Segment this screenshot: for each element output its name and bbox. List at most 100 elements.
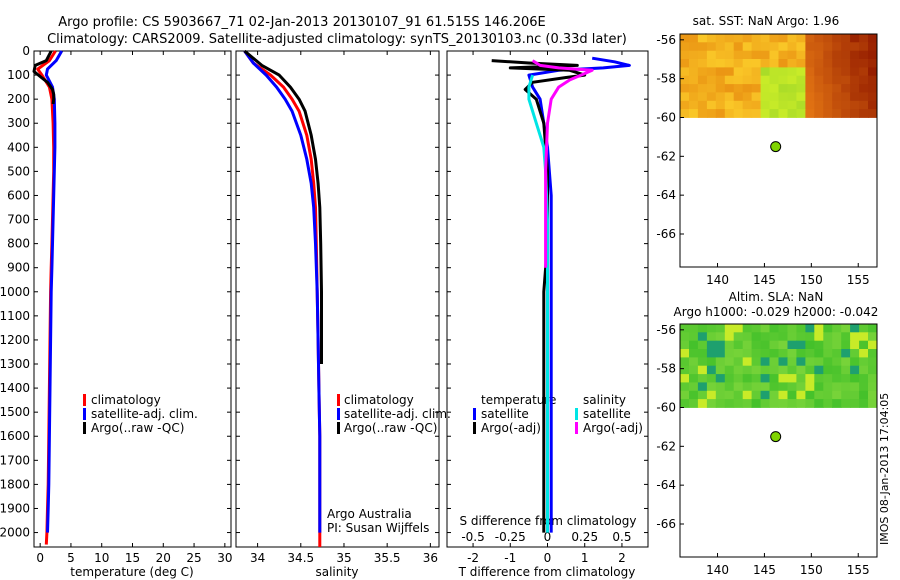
heatmap-cell bbox=[697, 365, 708, 375]
heatmap-cell bbox=[715, 399, 726, 408]
heatmap-cell bbox=[832, 349, 842, 358]
heatmap-cell bbox=[689, 84, 699, 93]
heatmap-cell bbox=[823, 42, 833, 52]
heatmap-cell bbox=[742, 42, 753, 52]
heatmap-cell bbox=[706, 92, 717, 102]
heatmap-cell bbox=[868, 59, 878, 68]
salinity-legend: climatology satellite-adj. clim. Argo(..… bbox=[337, 393, 451, 435]
heatmap-cell bbox=[805, 399, 815, 408]
heatmap-cell bbox=[787, 340, 797, 350]
heatmap-cell bbox=[769, 357, 779, 367]
y-tick-label: 1800 bbox=[0, 477, 30, 491]
legend-label-argo: Argo(..raw -QC) bbox=[91, 421, 184, 435]
heatmap-cell bbox=[724, 349, 735, 358]
x-tick-label: -1 bbox=[504, 551, 516, 565]
heatmap-cell bbox=[832, 357, 842, 367]
heatmap-cell bbox=[832, 332, 842, 342]
heatmap-cell bbox=[697, 399, 708, 408]
heatmap-cell bbox=[769, 50, 779, 60]
heatmap-cell bbox=[769, 365, 779, 375]
heatmap-cell bbox=[796, 109, 806, 118]
sst-axes-frame bbox=[679, 33, 878, 268]
legend-label-temp-satellite: satellite bbox=[481, 407, 529, 421]
x-tick-label: 0 bbox=[36, 551, 44, 565]
heatmap-cell bbox=[823, 332, 833, 342]
heatmap-cell bbox=[697, 109, 708, 118]
y-tick-label: -60 bbox=[656, 400, 676, 414]
heatmap-cell bbox=[697, 59, 708, 68]
heatmap-cell bbox=[742, 109, 753, 118]
x-tick-label: 140 bbox=[706, 273, 729, 287]
heatmap-cell bbox=[814, 324, 824, 333]
heatmap-cell bbox=[742, 75, 753, 85]
heatmap-cell bbox=[724, 365, 735, 375]
heatmap-cell bbox=[841, 324, 851, 333]
heatmap-cell bbox=[841, 67, 851, 77]
heatmap-cell bbox=[868, 390, 878, 400]
heatmap-cell bbox=[760, 75, 771, 85]
heatmap-cell bbox=[680, 399, 690, 408]
series-line-satellite-adj-clim- bbox=[44, 50, 64, 533]
y-tick-label: 2000 bbox=[0, 526, 30, 540]
heatmap-cell bbox=[805, 365, 815, 375]
heatmap-cell bbox=[697, 374, 708, 383]
heatmap-cell bbox=[814, 50, 824, 60]
heatmap-cell bbox=[823, 340, 833, 350]
heatmap-cell bbox=[868, 340, 878, 350]
heatmap-cell bbox=[805, 374, 815, 383]
heatmap-cell bbox=[697, 349, 708, 358]
heatmap-cell bbox=[751, 357, 762, 367]
heatmap-cell bbox=[724, 390, 735, 400]
heatmap-cell bbox=[706, 324, 717, 333]
x-tick-label: 140 bbox=[706, 563, 729, 577]
heatmap-cell bbox=[868, 42, 878, 52]
heatmap-cell bbox=[680, 75, 690, 85]
heatmap-cell bbox=[805, 340, 815, 350]
heatmap-cell bbox=[859, 399, 869, 408]
heatmap-cell bbox=[733, 340, 744, 350]
heatmap-cell bbox=[769, 34, 779, 43]
heatmap-cell bbox=[868, 374, 878, 383]
legend-label-satellite: satellite-adj. clim. bbox=[344, 407, 451, 421]
heatmap-cell bbox=[850, 374, 860, 383]
heatmap-cell bbox=[814, 390, 824, 400]
heatmap-cell bbox=[689, 34, 699, 43]
heatmap-cell bbox=[841, 109, 851, 118]
heatmap-cell bbox=[805, 109, 815, 118]
heatmap-cell bbox=[742, 399, 753, 408]
heatmap-cell bbox=[841, 390, 851, 400]
heatmap-cell bbox=[769, 390, 779, 400]
heatmap-cell bbox=[868, 100, 878, 110]
heatmap-cell bbox=[715, 92, 726, 102]
heatmap-cell bbox=[841, 382, 851, 392]
heatmap-cell bbox=[697, 42, 708, 52]
heatmap-cell bbox=[778, 42, 788, 52]
y-tick-label: 100 bbox=[7, 68, 30, 82]
x-tick-label: 1 bbox=[581, 551, 589, 565]
heatmap-cell bbox=[868, 349, 878, 358]
heatmap-cell bbox=[689, 42, 699, 52]
heatmap-cell bbox=[760, 59, 771, 68]
heatmap-cell bbox=[859, 374, 869, 383]
heatmap-cell bbox=[832, 50, 842, 60]
heatmap-cell bbox=[715, 75, 726, 85]
heatmap-cell bbox=[724, 340, 735, 350]
heatmap-cell bbox=[689, 365, 699, 375]
y-tick-label: 200 bbox=[7, 92, 30, 106]
heatmap-cell bbox=[751, 349, 762, 358]
heatmap-cell bbox=[689, 332, 699, 342]
heatmap-cell bbox=[680, 42, 690, 52]
heatmap-cell bbox=[787, 100, 797, 110]
heatmap-cell bbox=[850, 75, 860, 85]
series-line-salinity-satellite bbox=[527, 74, 549, 533]
heatmap-cell bbox=[841, 100, 851, 110]
heatmap-cell bbox=[868, 75, 878, 85]
legend-title-salinity: salinity bbox=[583, 393, 626, 407]
heatmap-cell bbox=[689, 382, 699, 392]
y-tick-label: 800 bbox=[7, 237, 30, 251]
heatmap-cell bbox=[680, 100, 690, 110]
heatmap-cell bbox=[742, 34, 753, 43]
heatmap-cell bbox=[823, 357, 833, 367]
heatmap-cell bbox=[760, 382, 771, 392]
heatmap-cell bbox=[733, 109, 744, 118]
